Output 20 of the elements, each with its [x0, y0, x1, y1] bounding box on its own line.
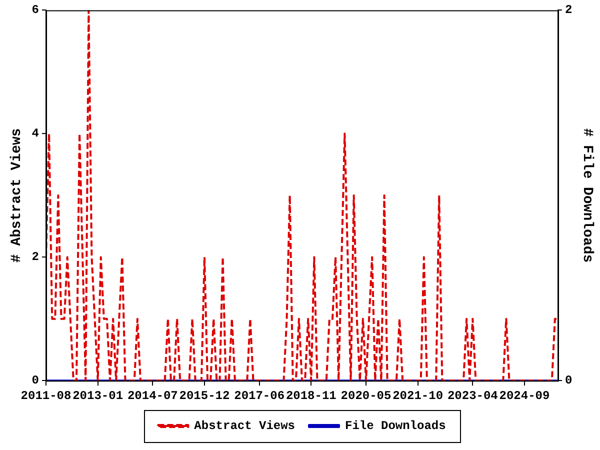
y2-tick-label: 0 — [565, 374, 572, 388]
y-tick-label: 0 — [32, 374, 39, 388]
x-tick-label: 2014-07 — [127, 388, 178, 403]
x-tick-label: 2011-08 — [20, 388, 72, 403]
y2-tick-label: 2 — [565, 3, 572, 18]
x-tick-label: 2013-01 — [72, 388, 124, 403]
x-tick-label: 2018-11 — [286, 388, 336, 403]
legend-label: File Downloads — [345, 419, 446, 434]
x-tick-label: 2021-10 — [392, 388, 444, 403]
y2-axis-title: # File Downloads — [579, 128, 596, 263]
y-tick-label: 4 — [32, 126, 39, 141]
x-tick-label: 2024-09 — [499, 388, 550, 403]
legend-label: Abstract Views — [194, 419, 296, 434]
x-tick-label: 2017-06 — [234, 388, 285, 403]
y-tick-label: 2 — [32, 250, 39, 264]
x-tick-label: 2023-04 — [447, 388, 498, 403]
x-tick-label: 2020-05 — [340, 388, 392, 403]
y-axis-title: # Abstract Views — [8, 128, 25, 263]
y-tick-label: 6 — [32, 3, 39, 18]
x-tick-label: 2015-12 — [179, 388, 230, 403]
